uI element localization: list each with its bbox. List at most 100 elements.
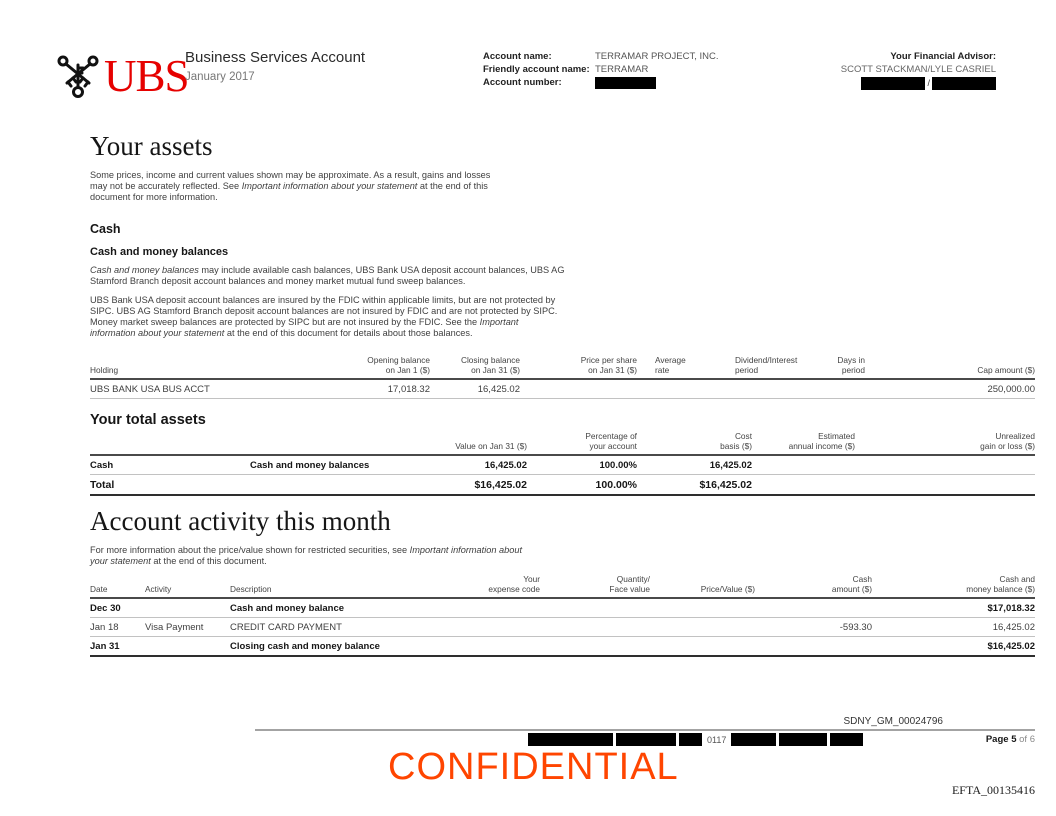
table-row: Dec 30 Cash and money balance $17,018.32 xyxy=(90,598,1035,618)
activity-cash-amount: -593.30 xyxy=(839,622,872,633)
advisor-names: SCOTT STACKMAN/LYLE CASRIEL xyxy=(840,64,996,75)
footer-code: 0117 xyxy=(707,734,727,745)
col-estimated-annual-income: Estimated annual income ($) xyxy=(788,431,855,451)
activity-date: Dec 30 xyxy=(90,603,121,614)
activity-description: Cash and money balance xyxy=(230,603,345,614)
ubs-logo-text: UBS xyxy=(104,51,190,101)
col-value-jan-31: Value on Jan 31 ($) xyxy=(455,440,527,451)
account-info-block: Account name: TERRAMAR PROJECT, INC. Fri… xyxy=(483,50,719,89)
activity-note-paragraph: For more information about the price/val… xyxy=(90,545,523,566)
page-indicator: Page 5 of 6 xyxy=(986,734,1035,745)
asset-description: Cash and money balances xyxy=(250,460,370,471)
col-opening-balance: Opening balance on Jan 1 ($) xyxy=(367,355,430,375)
holdings-table-wrap: Holding Opening balance on Jan 1 ($) Clo… xyxy=(90,355,1035,399)
cash-subsection: Cash and money balances xyxy=(90,246,1035,258)
financial-advisor-block: Your Financial Advisor: SCOTT STACKMAN/L… xyxy=(841,50,996,90)
holdings-table: Holding Opening balance on Jan 1 ($) Clo… xyxy=(90,355,1035,399)
holdings-header-row: Holding Opening balance on Jan 1 ($) Clo… xyxy=(90,355,1035,379)
confidential-stamp: CONFIDENTIAL xyxy=(388,746,679,788)
col-unrealized-gain-loss: Unrealized gain or loss ($) xyxy=(980,431,1035,451)
footer-divider xyxy=(255,729,1035,731)
cash-heading: Cash xyxy=(90,222,121,236)
col-average-rate: Average rate xyxy=(655,355,686,375)
account-number-label: Account number: xyxy=(483,77,562,88)
friendly-account-name-row: Friendly account name: TERRAMAR xyxy=(483,63,719,76)
cash-paragraph-2: UBS Bank USA deposit account balances ar… xyxy=(90,295,566,339)
cash-section: Cash xyxy=(90,222,1035,236)
total-label: Total xyxy=(90,479,115,491)
bates-number: EFTA_00135416 xyxy=(951,783,1035,797)
account-name-row: Account name: TERRAMAR PROJECT, INC. xyxy=(483,50,719,63)
your-total-assets-heading: Your total assets xyxy=(90,412,206,428)
redaction-bar xyxy=(616,733,676,746)
cap-amount-value: 250,000.00 xyxy=(987,384,1035,395)
activity-note: For more information about the price/val… xyxy=(90,545,526,567)
cash-and-money-balances-heading: Cash and money balances xyxy=(90,246,229,258)
redaction-bar xyxy=(932,77,996,90)
col-cash-and-money-balance: Cash and money balance ($) xyxy=(966,574,1035,594)
col-holding: Holding xyxy=(90,364,119,375)
your-assets-section-title: Your assets xyxy=(90,131,1035,162)
page-label: Page xyxy=(985,734,1009,745)
activity-type: Visa Payment xyxy=(145,622,204,633)
col-price-value: Price/Value ($) xyxy=(700,583,755,594)
statement-period: January 2017 xyxy=(185,71,255,83)
holding-name: UBS BANK USA BUS ACCT xyxy=(90,384,210,395)
document-title-block: Business Services Account January 2017 xyxy=(185,49,365,83)
table-row: Jan 18 Visa Payment CREDIT CARD PAYMENT … xyxy=(90,618,1035,637)
total-assets-section: Your total assets xyxy=(90,412,1035,428)
assets-intro: Some prices, income and current values s… xyxy=(90,170,510,203)
col-dividend-interest-period: Dividend/Interest period xyxy=(735,355,798,375)
assets-intro-paragraph: Some prices, income and current values s… xyxy=(90,170,491,202)
col-price-per-share: Price per share on Jan 31 ($) xyxy=(580,355,637,375)
table-row: UBS BANK USA BUS ACCT 17,018.32 16,425.0… xyxy=(90,379,1035,399)
asset-value: 16,425.02 xyxy=(484,460,527,471)
activity-table-wrap: Date Activity Description Your expense c… xyxy=(90,574,1035,657)
col-date: Date xyxy=(90,583,108,594)
col-percentage-of-account: Percentage of your account xyxy=(585,431,637,451)
account-number-row: Account number: xyxy=(483,76,719,89)
activity-date: Jan 31 xyxy=(90,641,120,652)
redaction-separator: / xyxy=(927,78,930,88)
activity-balance: 16,425.02 xyxy=(992,622,1035,633)
total-assets-table: Value on Jan 31 ($) Percentage of your a… xyxy=(90,431,1035,496)
total-cost-basis: $16,425.02 xyxy=(699,479,752,491)
col-activity: Activity xyxy=(145,583,172,594)
account-number-redaction-bar xyxy=(595,76,656,89)
redaction-bar xyxy=(528,733,613,746)
total-value: $16,425.02 xyxy=(474,479,527,491)
activity-balance: $16,425.02 xyxy=(987,641,1035,652)
totals-header-row: Value on Jan 31 ($) Percentage of your a… xyxy=(90,431,1035,455)
production-number: SDNY_GM_00024796 xyxy=(843,716,943,727)
redaction-bar xyxy=(731,733,777,746)
col-description: Description xyxy=(230,583,272,594)
page-total: 6 xyxy=(1029,734,1035,745)
asset-cost-basis: 16,425.02 xyxy=(709,460,752,471)
friendly-account-name-label: Friendly account name: xyxy=(483,64,590,75)
redaction-bar xyxy=(779,733,828,746)
footer-redaction-strip: 0117 xyxy=(528,733,864,746)
table-row: Cash Cash and money balances 16,425.02 1… xyxy=(90,455,1035,475)
asset-class: Cash xyxy=(90,460,114,471)
total-assets-table-wrap: Value on Jan 31 ($) Percentage of your a… xyxy=(90,431,1035,496)
redaction-bar xyxy=(679,733,702,746)
total-row: Total $16,425.02 100.00% $16,425.02 xyxy=(90,475,1035,495)
page-number: 5 xyxy=(1011,734,1017,745)
redaction-bar xyxy=(861,77,926,90)
col-cap-amount: Cap amount ($) xyxy=(977,364,1035,375)
your-assets-heading: Your assets xyxy=(90,131,213,161)
col-days-in-period: Days in period xyxy=(837,355,865,375)
account-activity-section-title: Account activity this month xyxy=(90,506,1035,537)
cash-paragraph-1: Cash and money balances may include avai… xyxy=(90,265,570,287)
cash-description-paragraph: Cash and money balances may include avai… xyxy=(90,265,565,286)
col-cost-basis: Cost basis ($) xyxy=(720,431,752,451)
redaction-bar xyxy=(830,733,864,746)
of-label: of xyxy=(1019,734,1028,745)
activity-description: CREDIT CARD PAYMENT xyxy=(230,622,342,633)
activity-header-row: Date Activity Description Your expense c… xyxy=(90,574,1035,598)
col-cash-amount: Cash amount ($) xyxy=(831,574,872,594)
closing-balance-value: 16,425.02 xyxy=(477,384,520,395)
asset-percentage: 100.00% xyxy=(599,460,637,471)
col-expense-code: Your expense code xyxy=(488,574,540,594)
